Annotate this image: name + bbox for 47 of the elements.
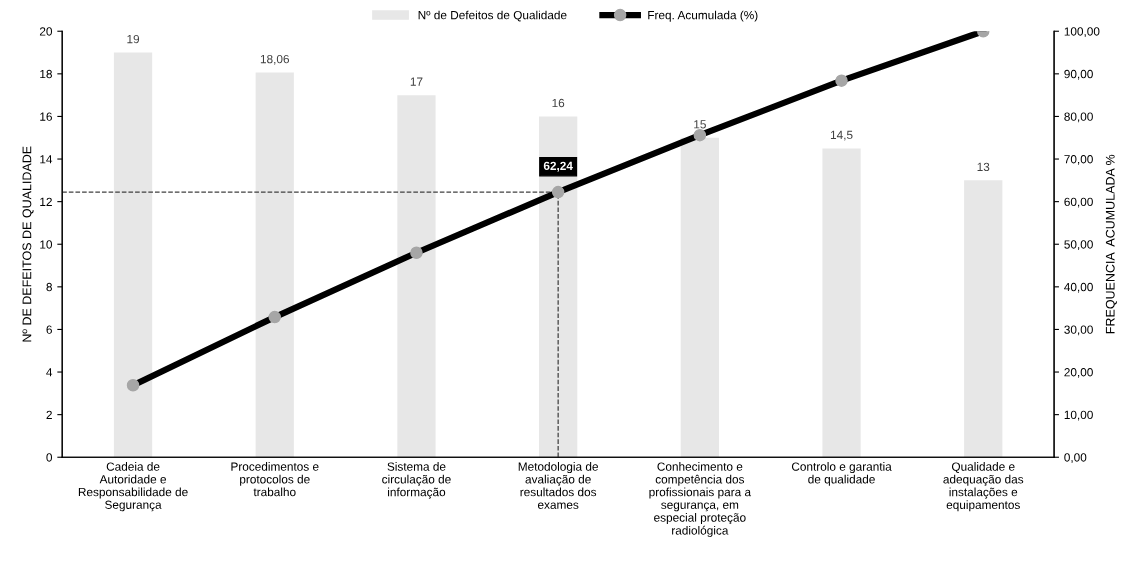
y2-tick-label: 10,00 (1064, 410, 1093, 421)
x-tick-label: Cadeia de Autoridade e Responsabilidade de Segurança (78, 462, 188, 512)
y-tick-label: 2 (46, 410, 52, 419)
bar (964, 180, 1003, 458)
y-tick-label: 10 (40, 240, 53, 249)
y-axis-title: Nº DE DEFEITOS DE QUALIDADE (22, 146, 34, 342)
data-label: 17 (410, 77, 423, 86)
data-label: 19 (127, 34, 140, 44)
x-tick-label: Controlo e garantia de qualidade (791, 462, 892, 486)
y2-tick-label: 90,00 (1064, 69, 1093, 80)
bar (113, 52, 153, 458)
x-tick-label: Qualidade e adequação das instalações e equipamentos (943, 462, 1024, 512)
y2-tick-label: 20,00 (1064, 368, 1093, 378)
y2-tick-label: 50,00 (1064, 240, 1093, 251)
y-tick-label: 6 (46, 325, 52, 334)
data-label: 15 (694, 120, 706, 129)
data-label: 13 (977, 162, 990, 172)
y2-axis-title: FREQUENCIA ACUMULADA % (1105, 154, 1117, 334)
data-label: 14,5 (830, 130, 853, 141)
data-label: 62,24 (543, 161, 573, 172)
data-label: 18,06 (260, 54, 290, 65)
x-tick-label: Metodologia de avaliação de resultados dos exames (518, 462, 598, 509)
y2-tick-label: 40,00 (1064, 282, 1093, 293)
y2-tick-label: 0,00 (1064, 453, 1087, 464)
y-tick-label: 20 (39, 27, 53, 36)
y2-tick-label: 80,00 (1064, 112, 1093, 123)
bar (255, 72, 294, 458)
bar (397, 95, 436, 458)
legend-label: Freq. Acumulada (%) (648, 10, 758, 22)
y2-tick-label: 100,00 (1064, 27, 1100, 38)
y-tick-label: 8 (46, 282, 52, 292)
bar (680, 137, 719, 458)
y-tick-label: 4 (46, 368, 53, 377)
y-tick-label: 18 (40, 69, 52, 79)
x-tick-label: Conhecimento e competência dos profissionais para a segurança, em especial proteção radiológica (649, 462, 752, 537)
x-tick-label: Procedimentos e protocolos de trabalho (231, 462, 319, 497)
y-tick-label: 12 (40, 197, 52, 206)
x-tick-label: Sistema de circulação de informação (382, 462, 451, 499)
legend-label: Nº de Defeitos de Qualidade (418, 10, 567, 22)
y2-tick-label: 60,00 (1064, 197, 1093, 208)
y2-tick-label: 30,00 (1064, 325, 1093, 336)
y-tick-label: 14 (40, 155, 53, 164)
bar (822, 148, 861, 458)
data-label: 16 (552, 98, 565, 108)
y-tick-label: 16 (40, 112, 52, 121)
y-tick-label: 0 (46, 453, 53, 462)
y2-tick-label: 70,00 (1064, 155, 1093, 165)
